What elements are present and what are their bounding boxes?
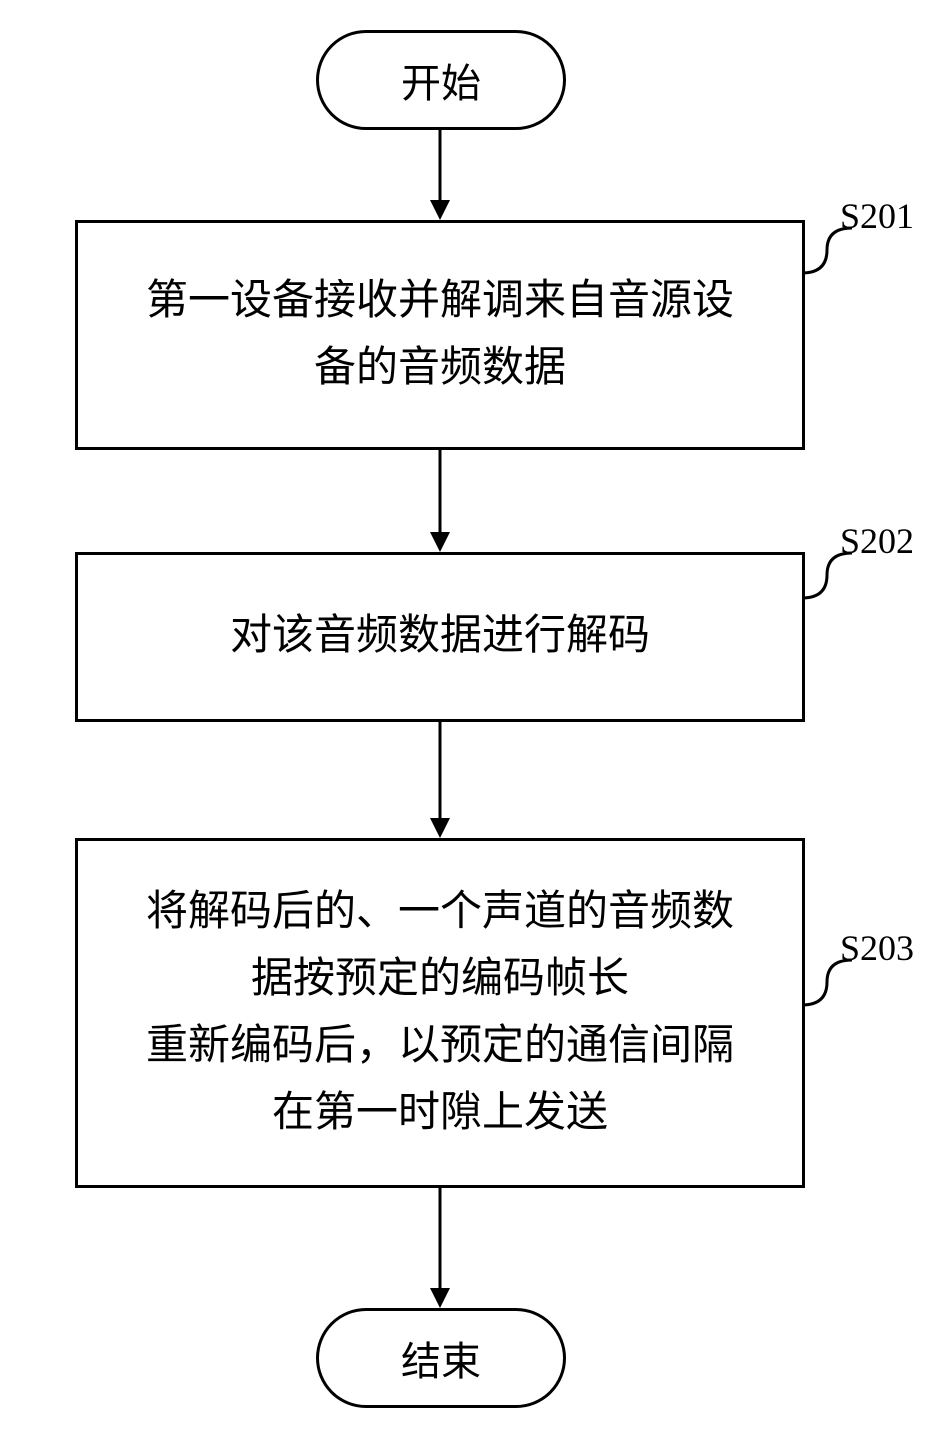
end-text: 结束 xyxy=(401,1329,481,1387)
connector-s203 xyxy=(802,960,862,1020)
s203-line1: 将解码后的、一个声道的音频数 xyxy=(146,879,734,946)
label-s201: S201 xyxy=(840,195,914,237)
end-terminator: 结束 xyxy=(316,1308,566,1408)
process-s201-text: 第一设备接收并解调来自音源设 备的音频数据 xyxy=(146,268,734,402)
process-s202-text: 对该音频数据进行解码 xyxy=(230,603,650,670)
connector-s201 xyxy=(802,228,862,288)
s203-line2: 据按预定的编码帧长 xyxy=(146,946,734,1013)
arrow-2 xyxy=(420,450,460,557)
flowchart-container: 开始 第一设备接收并解调来自音源设 备的音频数据 S201 对该音频数据进行解码… xyxy=(0,0,944,1439)
s203-line4: 在第一时隙上发送 xyxy=(146,1080,734,1147)
label-s202: S202 xyxy=(840,520,914,562)
s202-line1: 对该音频数据进行解码 xyxy=(230,603,650,670)
s201-line2: 备的音频数据 xyxy=(146,335,734,402)
arrow-4 xyxy=(420,1188,460,1313)
connector-s202 xyxy=(802,553,862,613)
process-s201: 第一设备接收并解调来自音源设 备的音频数据 xyxy=(75,220,805,450)
process-s202: 对该音频数据进行解码 xyxy=(75,552,805,722)
process-s203-text: 将解码后的、一个声道的音频数 据按预定的编码帧长 重新编码后，以预定的通信间隔 … xyxy=(146,879,734,1148)
process-s203: 将解码后的、一个声道的音频数 据按预定的编码帧长 重新编码后，以预定的通信间隔 … xyxy=(75,838,805,1188)
arrow-3 xyxy=(420,722,460,843)
arrow-1 xyxy=(420,130,460,225)
s203-line3: 重新编码后，以预定的通信间隔 xyxy=(146,1013,734,1080)
s201-line1: 第一设备接收并解调来自音源设 xyxy=(146,268,734,335)
start-terminator: 开始 xyxy=(316,30,566,130)
start-text: 开始 xyxy=(401,51,481,109)
label-s203: S203 xyxy=(840,927,914,969)
